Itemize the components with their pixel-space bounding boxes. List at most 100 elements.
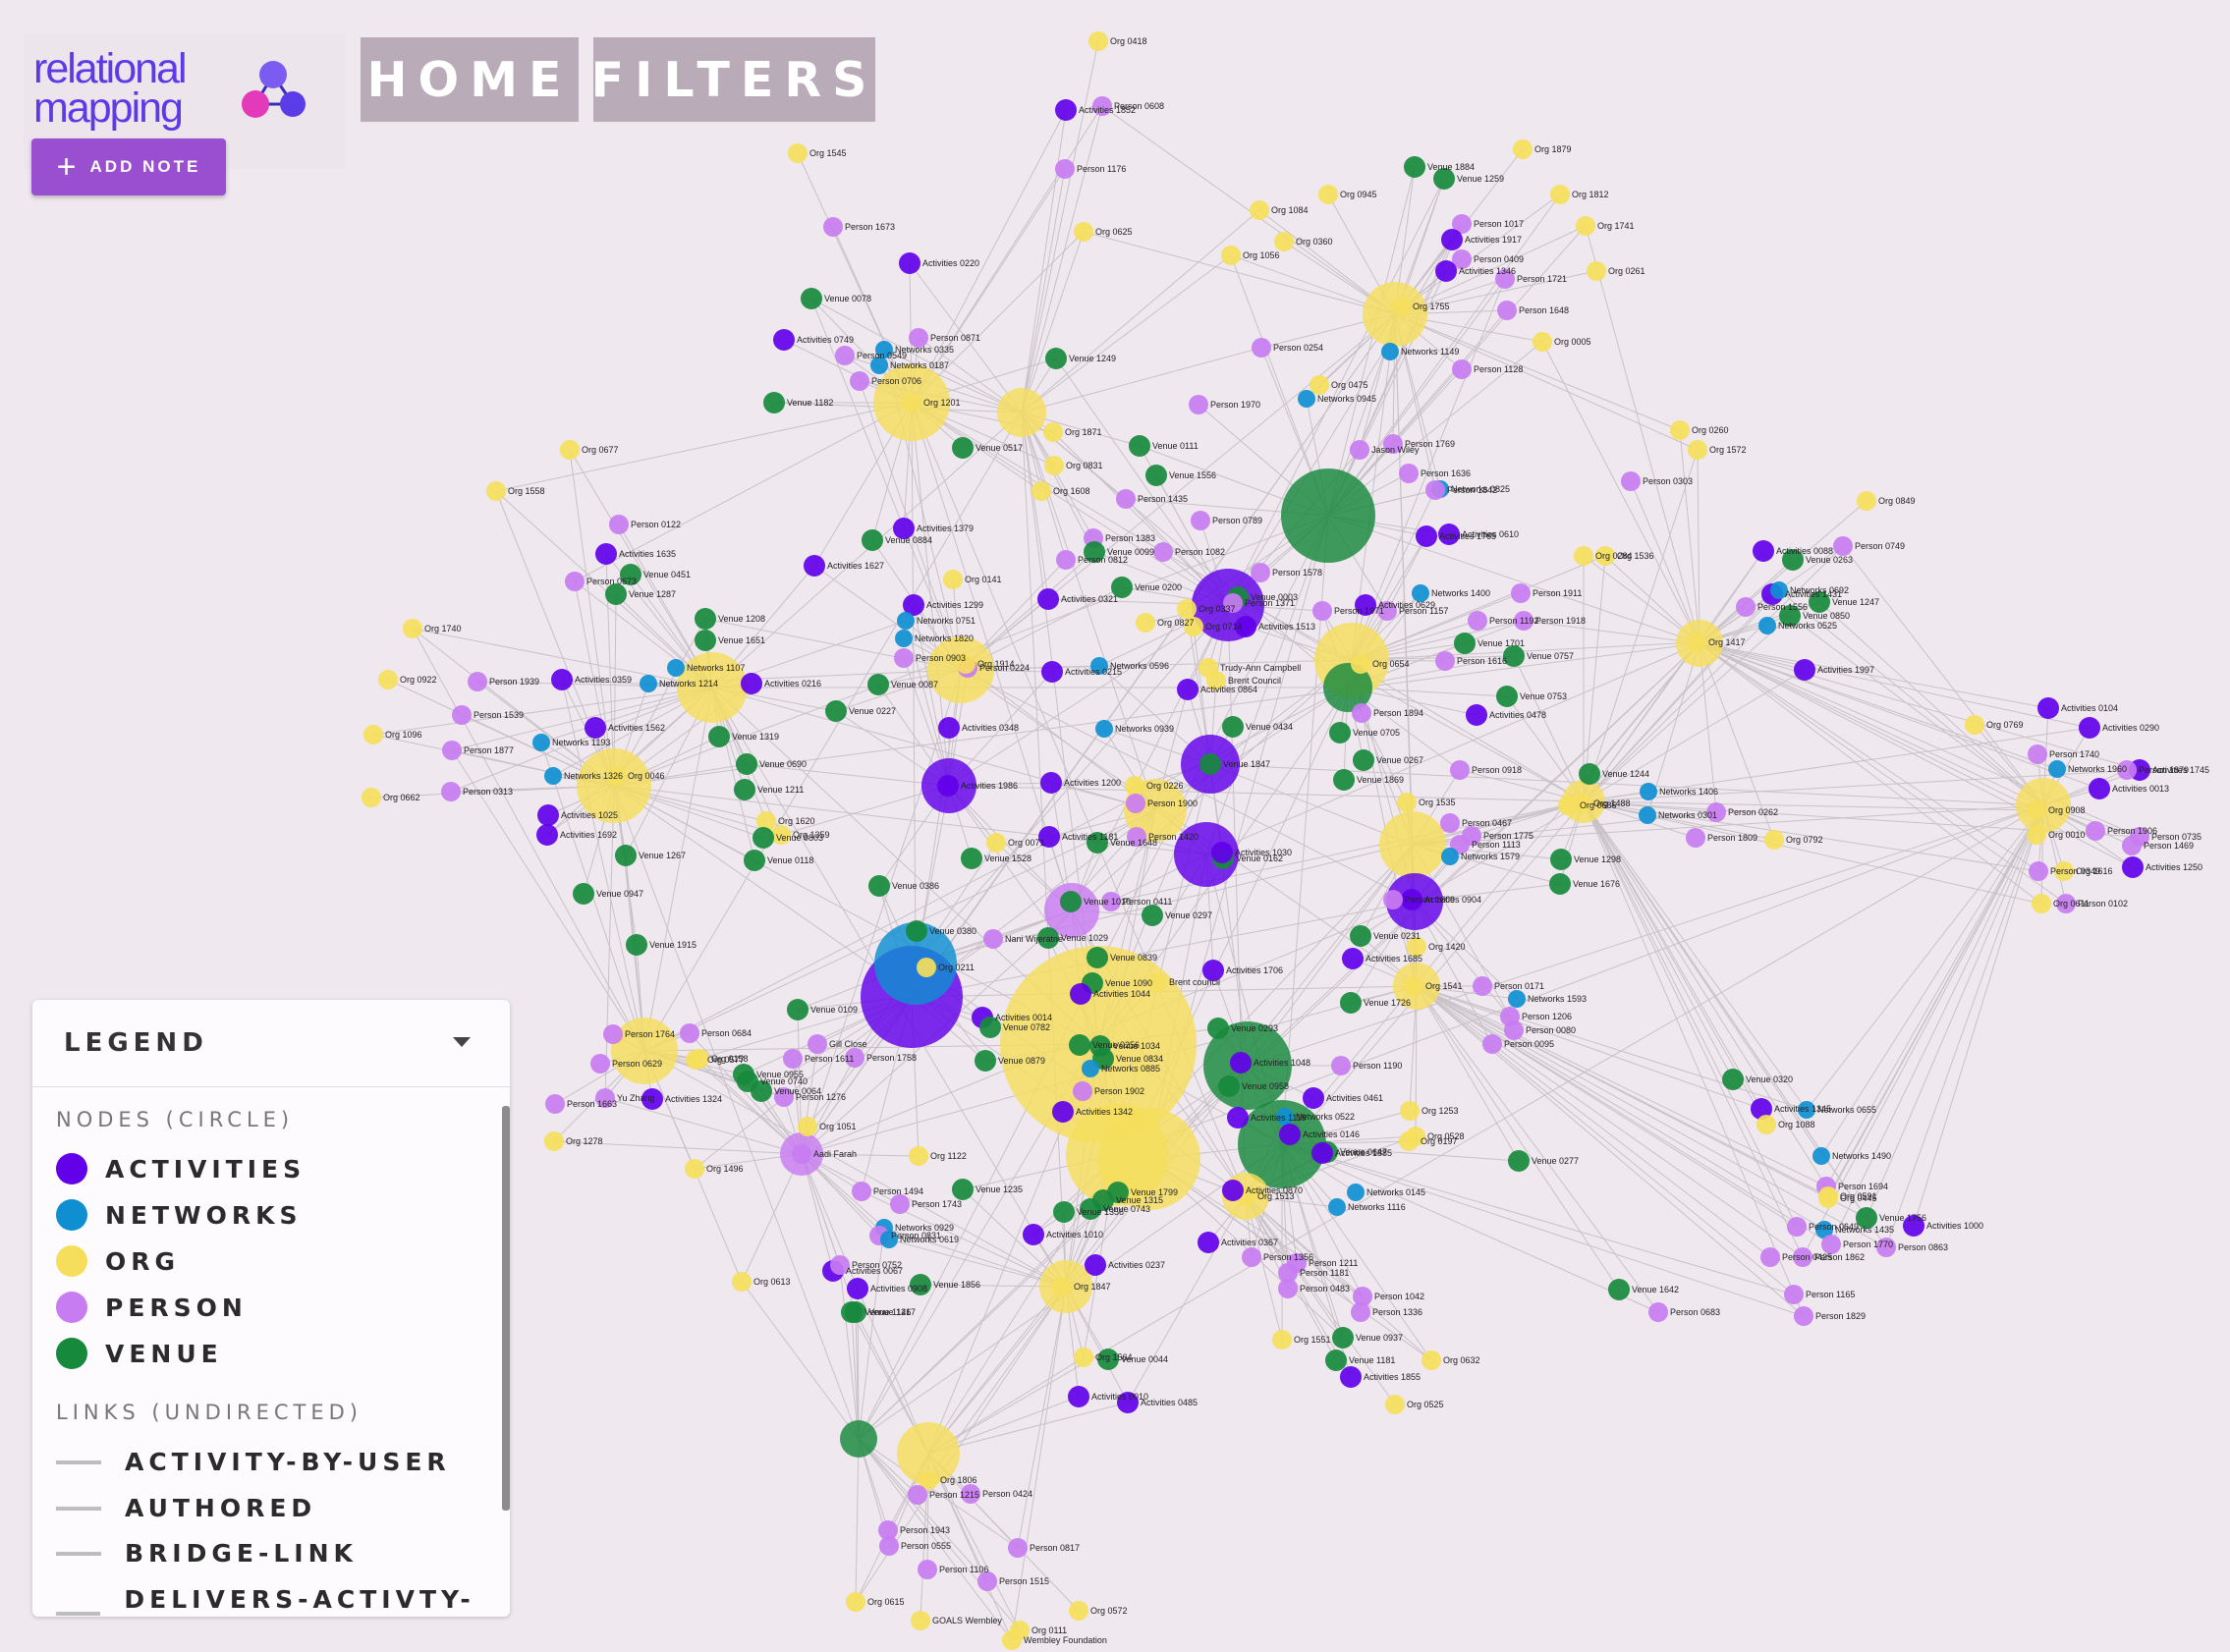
graph-node[interactable] <box>468 672 487 691</box>
graph-node[interactable] <box>1221 246 1241 265</box>
graph-node[interactable] <box>741 673 762 694</box>
graph-node[interactable] <box>975 1050 996 1072</box>
graph-node[interactable] <box>961 848 982 869</box>
graph-node[interactable] <box>573 883 594 905</box>
graph-node[interactable] <box>1440 813 1460 833</box>
graph-node[interactable] <box>544 1131 564 1151</box>
graph-node[interactable] <box>2037 697 2059 719</box>
graph-node[interactable] <box>641 1088 663 1110</box>
legend-header[interactable]: LEGEND <box>32 1000 510 1087</box>
graph-node[interactable] <box>1147 972 1167 992</box>
graph-node[interactable] <box>1250 200 1269 220</box>
graph-node[interactable] <box>1088 31 1108 51</box>
graph-node[interactable] <box>1381 343 1399 360</box>
graph-node[interactable] <box>1764 830 1784 850</box>
graph-node[interactable] <box>1038 826 1060 848</box>
graph-node[interactable] <box>595 543 617 565</box>
home-button[interactable]: HOME <box>361 37 579 122</box>
graph-node[interactable] <box>1812 1147 1830 1165</box>
graph-node[interactable] <box>879 1536 899 1556</box>
graph-node[interactable] <box>1242 1247 1261 1267</box>
graph-node[interactable] <box>1876 1238 1896 1257</box>
graph-node[interactable] <box>2117 760 2137 780</box>
graph-node[interactable] <box>1352 703 1371 723</box>
graph-node[interactable] <box>1127 827 1146 847</box>
graph-node[interactable] <box>1350 925 1371 947</box>
graph-node[interactable] <box>983 929 1003 949</box>
graph-node[interactable] <box>1351 1302 1370 1322</box>
graph-node[interactable] <box>1340 1366 1362 1388</box>
graph-node[interactable] <box>906 920 927 942</box>
graph-node[interactable] <box>1251 563 1270 582</box>
graph-node[interactable] <box>867 674 889 695</box>
graph-node[interactable] <box>1082 1060 1099 1077</box>
graph-node[interactable] <box>830 1255 850 1275</box>
graph-node[interactable] <box>1092 96 1112 116</box>
graph-node[interactable] <box>1784 1285 1804 1304</box>
graph-node[interactable] <box>609 515 629 534</box>
add-note-button[interactable]: + ADD NOTE <box>31 138 226 195</box>
graph-node[interactable] <box>1055 99 1077 121</box>
graph-node[interactable] <box>798 1117 817 1136</box>
graph-node[interactable] <box>1052 1277 1072 1296</box>
graph-node[interactable] <box>1340 992 1362 1014</box>
graph-node[interactable] <box>1031 481 1051 501</box>
graph-node[interactable] <box>1779 605 1801 627</box>
graph-hub-node[interactable] <box>1238 1100 1326 1188</box>
graph-node[interactable] <box>606 766 626 786</box>
graph-node[interactable] <box>363 725 383 744</box>
graph-node[interactable] <box>1670 420 1690 440</box>
graph-node[interactable] <box>1753 540 1774 562</box>
graph-node[interactable] <box>565 572 585 591</box>
graph-node[interactable] <box>1782 549 1804 571</box>
graph-node[interactable] <box>1111 577 1133 598</box>
graph-node[interactable] <box>1412 584 1429 602</box>
graph-node[interactable] <box>1809 591 1830 613</box>
graph-node[interactable] <box>847 1278 868 1299</box>
graph-node[interactable] <box>1023 1224 1044 1245</box>
graph-node[interactable] <box>771 825 791 845</box>
graph-node[interactable] <box>1756 1115 1776 1134</box>
graph-node[interactable] <box>1482 1034 1502 1054</box>
graph-node[interactable] <box>1787 1217 1807 1237</box>
graph-node[interactable] <box>378 670 398 689</box>
graph-node[interactable] <box>1833 536 1853 556</box>
graph-node[interactable] <box>1080 1198 1101 1220</box>
graph-node[interactable] <box>1640 783 1657 800</box>
graph-node[interactable] <box>667 659 685 677</box>
graph-node[interactable] <box>1550 185 1570 204</box>
graph-node[interactable] <box>1090 657 1108 675</box>
graph-node[interactable] <box>1686 828 1705 848</box>
graph-node[interactable] <box>1222 716 1244 738</box>
graph-node[interactable] <box>1353 749 1374 771</box>
graph-node[interactable] <box>1329 722 1351 743</box>
graph-node[interactable] <box>1425 480 1445 500</box>
graph-node[interactable] <box>773 329 795 351</box>
graph-node[interactable] <box>937 775 959 797</box>
graph-node[interactable] <box>1223 593 1243 613</box>
graph-node[interactable] <box>1222 1180 1244 1201</box>
graph-node[interactable] <box>774 1087 794 1107</box>
graph-node[interactable] <box>1311 1142 1333 1164</box>
chevron-down-icon[interactable] <box>453 1037 471 1047</box>
graph-node[interactable] <box>1202 960 1224 981</box>
graph-node[interactable] <box>804 555 825 577</box>
graph-node[interactable] <box>695 608 716 630</box>
graph-hub-node[interactable] <box>611 1018 678 1084</box>
graph-node[interactable] <box>1794 1306 1813 1326</box>
graph-node[interactable] <box>1129 435 1150 457</box>
graph-node[interactable] <box>808 1034 827 1054</box>
graph-node[interactable] <box>2027 800 2046 820</box>
graph-node[interactable] <box>878 1520 898 1540</box>
graph-node[interactable] <box>545 1094 565 1114</box>
graph-node[interactable] <box>486 481 506 501</box>
graph-node[interactable] <box>1085 1254 1106 1276</box>
graph-node[interactable] <box>1045 348 1067 369</box>
graph-node[interactable] <box>845 1301 866 1323</box>
graph-node[interactable] <box>1462 826 1481 846</box>
graph-node[interactable] <box>1068 1386 1089 1407</box>
graph-node[interactable] <box>1550 849 1572 870</box>
graph-node[interactable] <box>1073 1081 1092 1101</box>
graph-node[interactable] <box>1002 1630 1022 1650</box>
graph-node[interactable] <box>1218 1075 1240 1097</box>
